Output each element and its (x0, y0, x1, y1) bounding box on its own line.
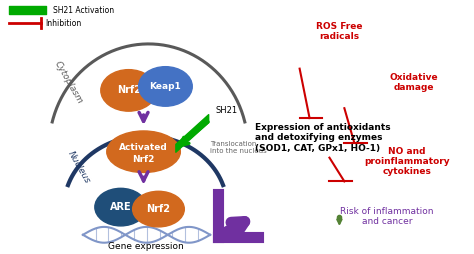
Ellipse shape (133, 191, 184, 227)
Text: Gene expression: Gene expression (108, 242, 183, 251)
Text: Activated: Activated (119, 143, 168, 152)
Ellipse shape (95, 188, 146, 226)
Text: Inhibition: Inhibition (45, 19, 82, 28)
Text: Translocation
into the nucleus: Translocation into the nucleus (210, 141, 267, 154)
Text: ARE: ARE (110, 202, 131, 212)
Text: Risk of inflammation
and cancer: Risk of inflammation and cancer (340, 207, 434, 226)
Text: Nucleus: Nucleus (66, 150, 92, 185)
Text: SH21 Activation: SH21 Activation (53, 6, 114, 15)
Ellipse shape (107, 131, 180, 172)
Text: Oxidative
damage: Oxidative damage (390, 73, 438, 92)
Text: NO and
proinflammatory
cytokines: NO and proinflammatory cytokines (364, 147, 450, 177)
Text: SH21: SH21 (215, 106, 237, 115)
Ellipse shape (101, 70, 156, 111)
Text: Cytoplasm: Cytoplasm (53, 59, 85, 105)
Text: Nrf2: Nrf2 (132, 155, 155, 164)
Text: Nrf2: Nrf2 (146, 204, 171, 214)
Text: ROS Free
radicals: ROS Free radicals (316, 22, 363, 41)
Text: Expression of antioxidants
and detoxifying enzymes
(SOD1, CAT, GPx1, HO-1): Expression of antioxidants and detoxifyi… (255, 123, 391, 153)
Ellipse shape (138, 67, 192, 106)
Text: Nrf2: Nrf2 (117, 85, 141, 96)
Text: Keap1: Keap1 (149, 82, 181, 91)
